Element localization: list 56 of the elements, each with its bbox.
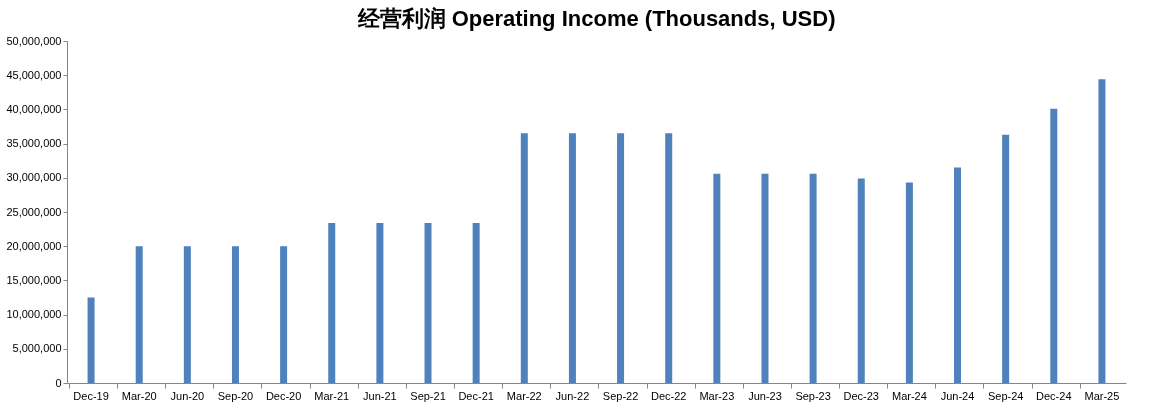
y-tick-label: 10,000,000 [6,308,62,321]
bar [905,182,913,383]
bar [617,133,625,383]
x-tick-label: Mar-25 [1084,389,1120,402]
x-tick-label: Mar-20 [121,389,157,402]
bar [809,173,817,383]
y-tick-label: 15,000,000 [6,273,62,286]
x-tick-label: Sep-21 [410,389,446,402]
bar [231,246,239,383]
x-tick-label: Mar-24 [891,389,927,402]
bar [424,222,432,383]
bar [135,246,143,383]
x-tick-label: Sep-22 [602,389,639,402]
x-tick-label: Dec-24 [1036,389,1072,402]
x-tick-label: Sep-20 [217,389,254,402]
x-tick-label: Mar-21 [314,389,350,402]
y-tick-label: 45,000,000 [6,68,62,81]
x-tick-label: Jun-22 [555,389,590,402]
bar [328,222,336,383]
x-tick-label: Dec-22 [650,389,687,402]
y-tick-label: 35,000,000 [6,137,62,150]
x-tick-label: Jun-20 [170,389,205,402]
y-tick-label: 40,000,000 [6,102,62,115]
x-tick-label: Sep-24 [987,389,1024,402]
x-tick-label: Mar-22 [506,389,542,402]
bar [280,246,288,383]
y-tick-label: 30,000,000 [6,171,62,184]
x-tick-label: Dec-19 [73,389,109,402]
y-tick-label: 5,000,000 [12,342,62,355]
bar [665,133,673,383]
y-tick-label: 0 [55,376,62,389]
bar [376,222,384,383]
bar [1002,134,1010,383]
y-tick-label: 25,000,000 [6,205,62,218]
x-tick-label: Jun-21 [363,389,397,402]
x-tick-label: Jun-23 [748,389,782,402]
x-tick-label: Jun-24 [940,389,975,402]
bar [1050,108,1058,383]
y-tick-label: 20,000,000 [6,239,62,252]
chart-title: 经营利润 Operating Income (Thousands, USD) [356,6,836,31]
bar [1098,79,1106,383]
bar [520,133,528,383]
x-tick-label: Sep-23 [795,389,831,402]
y-tick-label: 50,000,000 [6,34,62,47]
x-tick-label: Mar-23 [699,389,735,402]
x-tick-label: Dec-21 [458,389,494,402]
bar [87,297,95,383]
bar [761,173,769,383]
bar [568,133,576,383]
x-tick-label: Dec-20 [265,389,302,402]
bar [713,173,721,383]
bar [857,178,865,383]
bar [954,167,962,383]
bar [472,222,480,383]
bar [183,246,191,383]
x-tick-label: Dec-23 [843,389,879,402]
